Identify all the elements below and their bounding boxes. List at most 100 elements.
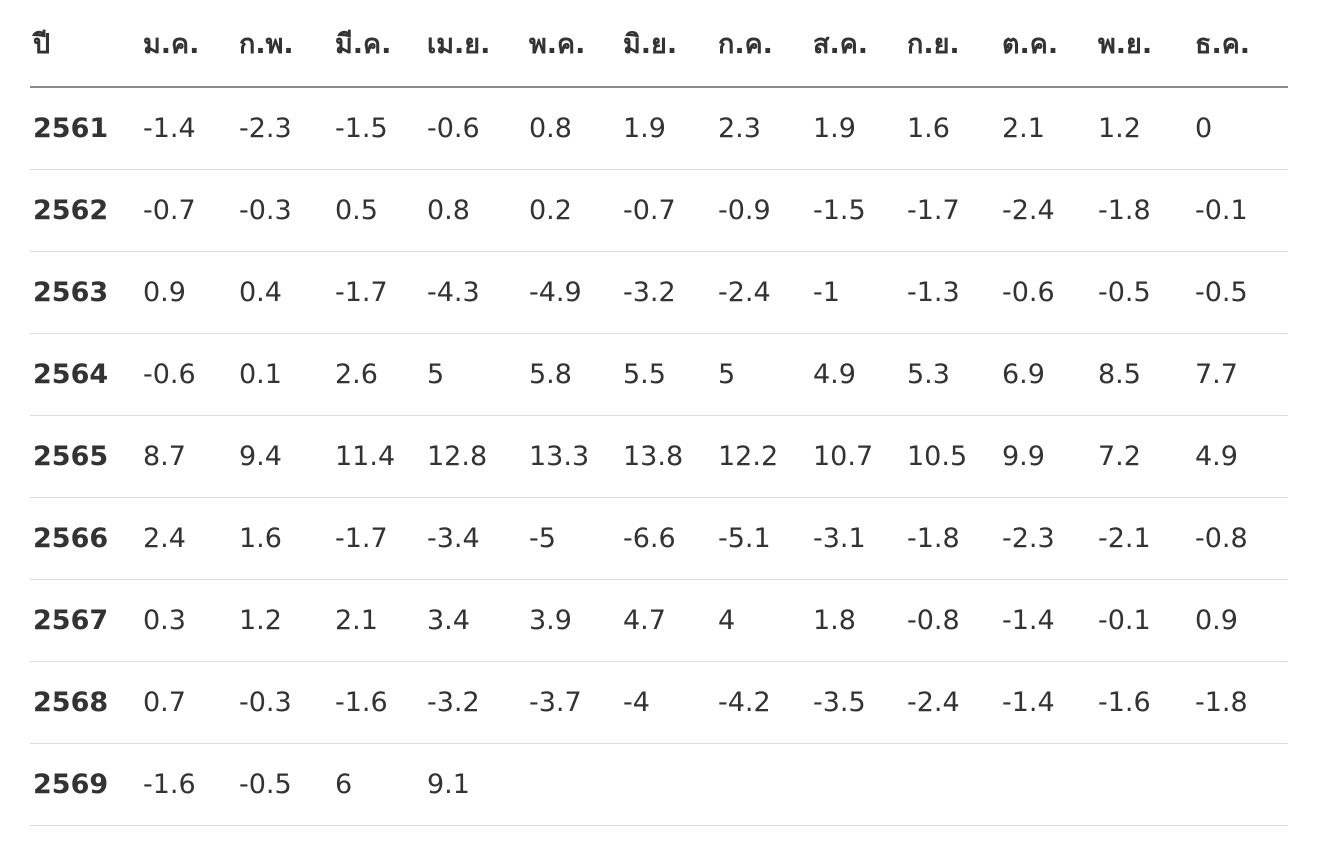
- column-header: ส.ค.: [810, 0, 904, 88]
- column-header: ก.ย.: [904, 0, 999, 88]
- value-cell: -3.5: [810, 661, 904, 744]
- year-cell: 2569: [30, 743, 140, 826]
- value-cell: -2.1: [1095, 497, 1192, 580]
- value-cell: 5: [715, 333, 810, 416]
- value-cell: 0.2: [526, 169, 620, 252]
- value-cell: -0.8: [904, 579, 999, 662]
- table-row: 2561 -1.4 -2.3 -1.5 -0.6 0.8 1.9 2.3 1.9 1.6 2.1 1.…: [30, 87, 1288, 170]
- value-cell: 1.9: [810, 87, 904, 170]
- value-cell: 0.8: [526, 87, 620, 170]
- value-cell: 6: [332, 743, 424, 826]
- value-cell: -3.2: [424, 661, 526, 744]
- value-cell: -4.3: [424, 251, 526, 334]
- value-cell: -0.5: [236, 743, 332, 826]
- value-cell: 0.8: [424, 169, 526, 252]
- value-cell: -1.7: [904, 169, 999, 252]
- value-cell: 5: [424, 333, 526, 416]
- table-row: 2569 -1.6 -0.5 6 9.1: [30, 743, 1288, 826]
- value-cell: 12.8: [424, 415, 526, 498]
- value-cell: -2.3: [236, 87, 332, 170]
- value-cell: -1.5: [810, 169, 904, 252]
- value-cell: 4.9: [1192, 415, 1288, 498]
- value-cell: -0.1: [1095, 579, 1192, 662]
- empty-cell: [999, 743, 1095, 826]
- value-cell: 7.7: [1192, 333, 1288, 416]
- value-cell: -0.3: [236, 169, 332, 252]
- value-cell: 1.9: [620, 87, 715, 170]
- empty-cell: [526, 743, 620, 826]
- value-cell: -2.3: [999, 497, 1095, 580]
- value-cell: 0.9: [1192, 579, 1288, 662]
- column-header: ม.ค.: [140, 0, 236, 88]
- value-cell: 1.2: [236, 579, 332, 662]
- value-cell: 0.5: [332, 169, 424, 252]
- value-cell: -0.7: [620, 169, 715, 252]
- value-cell: 8.5: [1095, 333, 1192, 416]
- table-row: 2562 -0.7 -0.3 0.5 0.8 0.2 -0.7 -0.9 -1.5 -1.7 -2.…: [30, 169, 1288, 252]
- empty-cell: [620, 743, 715, 826]
- value-cell: 13.3: [526, 415, 620, 498]
- column-header: พ.ค.: [526, 0, 620, 88]
- value-cell: -0.8: [1192, 497, 1288, 580]
- value-cell: 2.1: [999, 87, 1095, 170]
- value-cell: 3.9: [526, 579, 620, 662]
- column-header: ก.พ.: [236, 0, 332, 88]
- empty-cell: [810, 743, 904, 826]
- table-row: 2567 0.3 1.2 2.1 3.4 3.9 4.7 4 1.8 -0.8 -1.4 -0.1 0.…: [30, 579, 1288, 662]
- value-cell: 0.3: [140, 579, 236, 662]
- table-row: 2564 -0.6 0.1 2.6 5 5.8 5.5 5 4.9 5.3 6.9 8.5 7.7: [30, 333, 1288, 416]
- value-cell: -0.9: [715, 169, 810, 252]
- value-cell: -3.2: [620, 251, 715, 334]
- empty-cell: [715, 743, 810, 826]
- value-cell: -1.7: [332, 251, 424, 334]
- value-cell: -5: [526, 497, 620, 580]
- value-cell: 2.4: [140, 497, 236, 580]
- value-cell: 9.9: [999, 415, 1095, 498]
- value-cell: 4: [715, 579, 810, 662]
- value-cell: 0.4: [236, 251, 332, 334]
- value-cell: -0.5: [1095, 251, 1192, 334]
- value-cell: 5.8: [526, 333, 620, 416]
- value-cell: -3.4: [424, 497, 526, 580]
- table-body: 2561 -1.4 -2.3 -1.5 -0.6 0.8 1.9 2.3 1.9 1.6 2.1 1.…: [30, 87, 1288, 826]
- value-cell: -1.8: [1192, 661, 1288, 744]
- value-cell: 3.4: [424, 579, 526, 662]
- year-cell: 2567: [30, 579, 140, 662]
- column-header: พ.ย.: [1095, 0, 1192, 88]
- value-cell: -2.4: [904, 661, 999, 744]
- value-cell: -1.6: [332, 661, 424, 744]
- value-cell: 10.5: [904, 415, 999, 498]
- value-cell: -1.3: [904, 251, 999, 334]
- year-cell: 2562: [30, 169, 140, 252]
- value-cell: -4: [620, 661, 715, 744]
- value-cell: -2.4: [999, 169, 1095, 252]
- value-cell: -0.7: [140, 169, 236, 252]
- value-cell: -1.4: [999, 579, 1095, 662]
- value-cell: 2.1: [332, 579, 424, 662]
- empty-cell: [1192, 743, 1288, 826]
- table-row: 2563 0.9 0.4 -1.7 -4.3 -4.9 -3.2 -2.4 -1 -1.3 -0.6…: [30, 251, 1288, 334]
- empty-cell: [1095, 743, 1192, 826]
- value-cell: -1.8: [904, 497, 999, 580]
- column-header: มิ.ย.: [620, 0, 715, 88]
- value-cell: 5.3: [904, 333, 999, 416]
- value-cell: 10.7: [810, 415, 904, 498]
- value-cell: -1.4: [999, 661, 1095, 744]
- column-header: ก.ค.: [715, 0, 810, 88]
- value-cell: -4.9: [526, 251, 620, 334]
- value-cell: 9.4: [236, 415, 332, 498]
- value-cell: 6.9: [999, 333, 1095, 416]
- value-cell: 11.4: [332, 415, 424, 498]
- value-cell: -0.6: [424, 87, 526, 170]
- column-header: ปี: [30, 0, 140, 88]
- value-cell: -5.1: [715, 497, 810, 580]
- header-row: ปี ม.ค. ก.พ. มี.ค. เม.ย. พ.ค. มิ.ย. ก.ค. ส.ค. ก.ย…: [30, 0, 1288, 88]
- column-header: มี.ค.: [332, 0, 424, 88]
- value-cell: 13.8: [620, 415, 715, 498]
- value-cell: 1.6: [904, 87, 999, 170]
- value-cell: 4.7: [620, 579, 715, 662]
- value-cell: -0.3: [236, 661, 332, 744]
- value-cell: -0.6: [140, 333, 236, 416]
- value-cell: -1.7: [332, 497, 424, 580]
